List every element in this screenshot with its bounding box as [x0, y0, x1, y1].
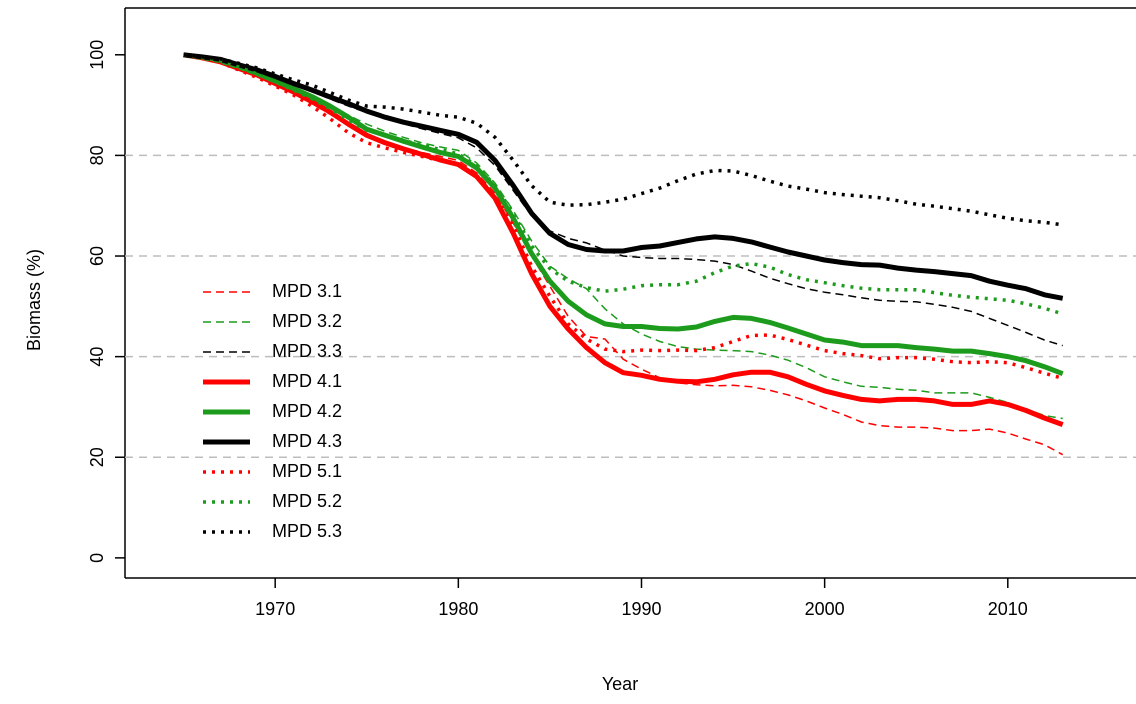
- y-tick-label: 20: [87, 447, 107, 467]
- x-tick-label: 2000: [805, 599, 845, 619]
- y-tick-label: 80: [87, 145, 107, 165]
- y-axis-label: Biomass (%): [24, 249, 44, 351]
- x-tick-label: 1990: [621, 599, 661, 619]
- series-line: [183, 54, 1063, 420]
- series-line: [183, 53, 1063, 227]
- legend-label: MPD 5.3: [272, 521, 342, 541]
- series-line: [183, 53, 1064, 316]
- legend-label: MPD 3.3: [272, 341, 342, 361]
- legend-label: MPD 4.3: [272, 431, 342, 451]
- legend-label: MPD 4.2: [272, 401, 342, 421]
- series-line: [183, 53, 1064, 380]
- x-tick-label: 1980: [438, 599, 478, 619]
- x-axis-label: Year: [602, 674, 638, 694]
- series-line: [183, 54, 1064, 456]
- series-line: [183, 54, 1063, 347]
- legend-label: MPD 4.1: [272, 371, 342, 391]
- legend-label: MPD 5.1: [272, 461, 342, 481]
- x-tick-label: 1970: [255, 599, 295, 619]
- series-line: [183, 52, 1064, 427]
- series-line: [183, 52, 1064, 301]
- y-tick-label: 0: [87, 553, 107, 563]
- y-tick-label: 40: [87, 347, 107, 367]
- y-tick-label: 100: [87, 40, 107, 70]
- legend-label: MPD 3.1: [272, 281, 342, 301]
- x-tick-label: 2010: [988, 599, 1028, 619]
- y-tick-label: 60: [87, 246, 107, 266]
- series-line: [183, 52, 1064, 377]
- legend-label: MPD 5.2: [272, 491, 342, 511]
- legend-label: MPD 3.2: [272, 311, 342, 331]
